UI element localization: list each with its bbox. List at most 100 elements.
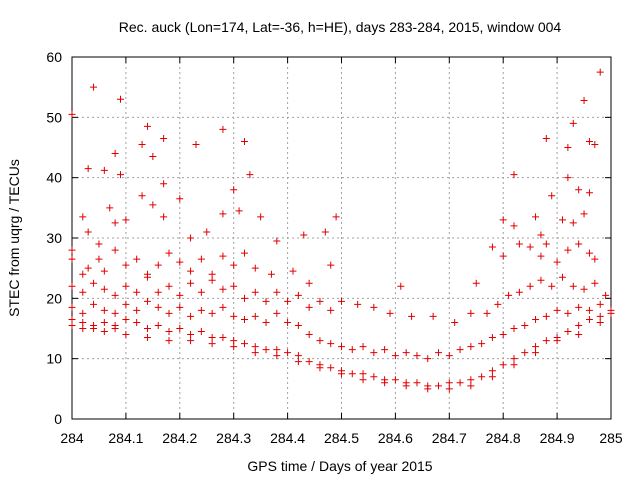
- data-point: [542, 337, 550, 345]
- data-point: [111, 246, 119, 254]
- data-point: [488, 334, 496, 342]
- data-point: [472, 279, 480, 287]
- data-point: [90, 83, 98, 91]
- data-point: [478, 340, 486, 348]
- data-point: [284, 349, 292, 357]
- data-point: [327, 306, 335, 314]
- data-point: [510, 222, 518, 230]
- data-point: [219, 210, 227, 218]
- data-point: [300, 231, 308, 239]
- data-point: [122, 261, 130, 269]
- data-point: [510, 355, 518, 363]
- data-point: [575, 331, 583, 339]
- data-point: [111, 325, 119, 332]
- data-point: [532, 315, 540, 323]
- data-point: [316, 364, 324, 372]
- data-point: [79, 325, 87, 332]
- data-point: [305, 303, 313, 311]
- y-tick-label: 30: [46, 230, 62, 246]
- data-point: [187, 337, 195, 345]
- data-point: [294, 358, 302, 366]
- data-point: [435, 382, 443, 390]
- data-point: [219, 285, 227, 293]
- data-point: [585, 189, 593, 197]
- data-point: [208, 270, 216, 278]
- data-point: [79, 270, 87, 278]
- data-point: [526, 243, 534, 251]
- data-point: [445, 352, 453, 360]
- data-point: [143, 122, 151, 130]
- data-point: [569, 219, 577, 227]
- data-point: [68, 255, 76, 263]
- axis-ticks: 284 284.1 284.2 284.3 284.4 284.5 284.6 284.7 28…: [46, 49, 622, 446]
- data-point: [122, 315, 130, 323]
- data-point: [251, 264, 259, 272]
- data-point: [381, 379, 389, 387]
- data-point: [273, 352, 281, 360]
- data-point: [138, 140, 146, 148]
- data-point: [483, 309, 491, 317]
- data-point: [90, 325, 98, 332]
- data-point: [84, 264, 92, 272]
- data-point: [553, 337, 561, 345]
- data-point: [424, 385, 432, 393]
- data-point: [553, 306, 561, 314]
- data-point: [203, 228, 211, 236]
- y-tick-label: 20: [46, 290, 62, 306]
- data-point: [494, 300, 502, 308]
- x-tick-label: 284.7: [432, 430, 467, 446]
- data-point: [68, 282, 76, 290]
- data-point: [413, 352, 421, 360]
- data-point: [467, 376, 475, 384]
- data-point: [515, 240, 523, 248]
- data-point: [294, 321, 302, 329]
- data-point: [208, 340, 216, 348]
- data-point: [607, 309, 615, 317]
- data-point: [580, 96, 588, 104]
- data-point: [558, 216, 566, 224]
- data-point: [542, 240, 550, 248]
- data-point: [510, 361, 518, 369]
- data-point: [542, 134, 550, 142]
- chart-title: Rec. auck (Lon=174, Lat=-36, h=HE), days…: [119, 19, 562, 35]
- data-point: [305, 358, 313, 366]
- data-point: [138, 192, 146, 200]
- data-point: [305, 279, 313, 287]
- data-point: [176, 303, 184, 311]
- data-point: [596, 312, 604, 320]
- data-point: [90, 300, 98, 308]
- x-tick-label: 284.5: [324, 430, 359, 446]
- data-point: [532, 349, 540, 357]
- data-point: [370, 303, 378, 311]
- data-point: [111, 219, 119, 227]
- data-point: [79, 213, 87, 221]
- data-point: [553, 258, 561, 266]
- data-point: [526, 282, 534, 290]
- data-point: [445, 385, 453, 393]
- y-tick-label: 0: [54, 411, 62, 427]
- data-point: [95, 240, 103, 248]
- data-point: [197, 328, 205, 336]
- data-point: [197, 255, 205, 263]
- data-point: [273, 237, 281, 245]
- data-point: [575, 240, 583, 248]
- data-point: [100, 306, 108, 314]
- data-point: [532, 343, 540, 351]
- data-point: [294, 352, 302, 360]
- data-point: [154, 321, 162, 329]
- data-point: [176, 291, 184, 299]
- data-point: [596, 68, 604, 76]
- data-point: [591, 140, 599, 148]
- data-point: [165, 282, 173, 290]
- data-point: [445, 379, 453, 387]
- data-point: [273, 309, 281, 317]
- data-point: [424, 355, 432, 363]
- data-point: [316, 337, 324, 345]
- data-point: [262, 346, 270, 354]
- data-point: [413, 379, 421, 387]
- data-point: [100, 166, 108, 174]
- data-point: [100, 318, 108, 326]
- x-tick-label: 284.2: [162, 430, 197, 446]
- data-point: [585, 137, 593, 145]
- data-point: [219, 125, 227, 133]
